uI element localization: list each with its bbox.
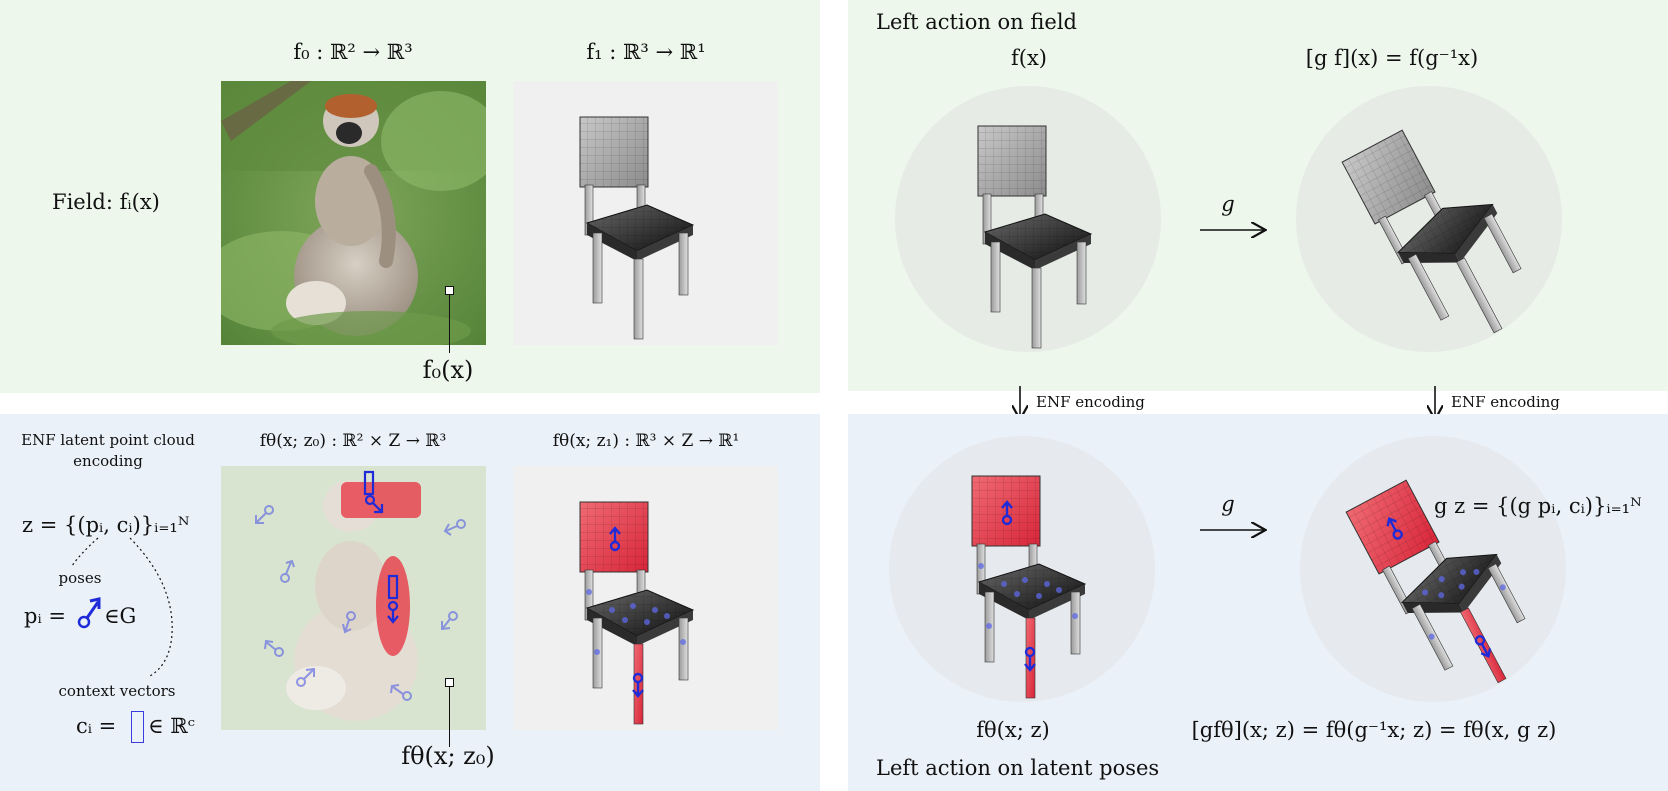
latent-shape-title: fθ(x; z₁) : ℝ³ × Z → ℝ¹ [552,431,740,451]
latent-pixel-value-label: fθ(x; z₀) [401,742,495,770]
group-action-arrow-bottom [1200,520,1270,540]
pixel-leader-line [449,295,451,353]
context-def-right: ∈ ℝᶜ [148,714,195,738]
pose-arrow-icon [77,597,101,629]
pixel-value-label: f₀(x) [422,356,474,384]
transformed-latent-definition: g z = {(g pᵢ, cᵢ)}ᵢ₌₁ᴺ [1434,494,1642,518]
action-field-panel: Left action on field f(x) [g f](x) = f(g… [848,0,1668,391]
latent-chair-shape [513,466,778,730]
latent-monkey-image [221,466,486,730]
group-action-arrow-top [1200,220,1270,240]
enf-encoding-arrow-left [1010,386,1030,424]
group-action-label-top: g [1221,192,1235,216]
pixel-marker [445,286,454,295]
original-field-title: f(x) [1010,46,1048,70]
latent-equivariance-equation: [gfθ](x; z) = fθ(g⁻¹x; z) = fθ(x, g z) [1191,718,1557,742]
latent-image-title: fθ(x; z₀) : ℝ² × Z → ℝ³ [259,431,447,451]
latent-pixel-marker [445,678,454,687]
action-latent-panel: g [848,414,1668,791]
enf-heading-line1: ENF latent point cloud [21,431,195,449]
latent-set-definition: z = {(pᵢ, cᵢ)}ᵢ₌₁ᴺ [22,513,190,537]
connector-lines [71,537,173,677]
pose-def-left: pᵢ = [24,604,66,628]
shape-field-title: f₁ : ℝ³ → ℝ¹ [586,40,706,64]
original-chair-circle [895,86,1161,352]
chair-shape [513,81,778,345]
latent-rotated-chair-circle [1300,436,1566,702]
field-label: Field: fᵢ(x) [52,190,160,214]
enf-heading-line2: encoding [73,452,143,470]
latent-panel: ENF latent point cloud encoding z = {(pᵢ… [0,414,820,791]
transformed-field-title: [g f](x) = f(g⁻¹x) [1305,46,1479,70]
enf-encoding-label-left: ENF encoding [1036,393,1145,411]
context-def-left: cᵢ = [76,714,117,738]
context-vector-icon [131,711,144,743]
rotated-chair-circle [1296,86,1562,352]
enf-encoding-arrow-right [1425,386,1445,424]
latent-field-title: fθ(x; z) [976,718,1050,742]
poses-label: poses [58,569,102,587]
latent-original-chair-circle [889,436,1155,702]
field-panel: Field: fᵢ(x) f₀ : ℝ² → ℝ³ f₁ : ℝ³ → ℝ¹ f… [0,0,820,393]
left-action-field-heading: Left action on field [876,10,1077,34]
latent-pixel-leader-line [449,687,451,747]
monkey-image [221,81,486,345]
left-action-latent-heading: Left action on latent poses [876,756,1160,780]
context-vectors-label: context vectors [58,682,176,700]
enf-encoding-label-right: ENF encoding [1451,393,1560,411]
pose-def-right: ∈G [104,604,137,628]
group-action-label-bottom: g [1221,492,1235,516]
image-field-title: f₀ : ℝ² → ℝ³ [293,40,413,64]
